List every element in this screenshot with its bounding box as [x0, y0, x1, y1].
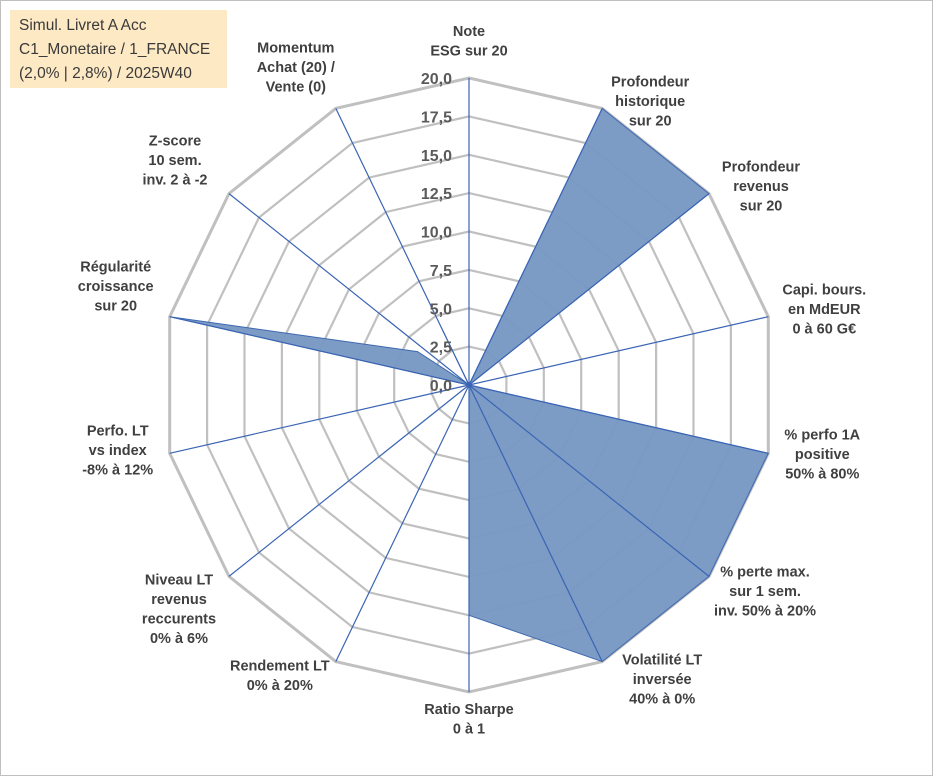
axis-label-11: Régularité croissance sur 20	[78, 260, 154, 315]
axis-label-line: Profondeur	[611, 74, 689, 90]
tick-label-3: 7,5	[430, 263, 452, 280]
axis-label-7: Ratio Sharpe 0 à 1	[424, 702, 513, 738]
axis-label-line: en MdEUR	[788, 302, 861, 318]
axis-label-line: revenus	[733, 179, 789, 195]
axis-label-line: Régularité	[80, 260, 151, 276]
axis-spoke-3	[468, 316, 769, 386]
axis-label-12: Z-score 10 sem. inv. 2 à -2	[142, 134, 207, 189]
axis-label-line: 40% à 0%	[629, 692, 695, 708]
tick-label-5: 12,5	[421, 186, 452, 203]
axis-label-13: Momentum Achat (20) / Vente (0)	[257, 40, 335, 95]
tick-label-4: 10,0	[421, 225, 452, 242]
tick-label-2: 5,0	[430, 301, 452, 318]
axis-spoke-4	[468, 384, 769, 454]
axis-label-line: reccurents	[142, 611, 216, 627]
axis-label-line: Achat (20) /	[257, 60, 335, 76]
axis-label-line: ESG sur 20	[430, 44, 507, 60]
axis-label-line: -8% à 12%	[82, 462, 153, 478]
axis-label-line: Volatilité LT	[622, 653, 702, 669]
axis-label-line: sur 1 sem.	[729, 584, 801, 600]
axis-label-line: historique	[615, 94, 685, 110]
axis-spoke-8	[335, 384, 470, 662]
title-line-3: (2,0% | 2,8%) / 2025W40	[19, 65, 192, 82]
axis-label-line: Note	[453, 24, 485, 40]
chart-title-box: Simul. Livret A Acc C1_Monetaire / 1_FRA…	[10, 10, 227, 88]
axis-label-line: positive	[795, 447, 850, 463]
axis-label-line: % perfo 1A	[784, 427, 860, 443]
tick-label-0: 0,0	[430, 378, 452, 395]
axis-label-9: Niveau LT revenus reccurents 0% à 6%	[142, 572, 216, 647]
axis-label-line: 10 sem.	[148, 153, 201, 169]
axis-label-line: Profondeur	[722, 160, 800, 176]
axis-label-line: Ratio Sharpe	[424, 702, 513, 718]
axis-label-line: 50% à 80%	[785, 466, 859, 482]
axis-spoke-1	[468, 108, 603, 386]
axis-label-line: inv. 50% à 20%	[714, 603, 816, 619]
axis-label-line: Vente (0)	[266, 79, 327, 95]
axis-label-4: % perfo 1A positive 50% à 80%	[784, 427, 860, 482]
tick-label-8: 20,0	[421, 71, 452, 88]
axis-label-8: Rendement LT 0% à 20%	[230, 659, 330, 695]
axis-label-line: Momentum	[257, 40, 334, 56]
axis-label-line: sur 20	[740, 199, 783, 215]
axis-spoke-12	[228, 193, 470, 386]
axis-label-line: 0 à 1	[453, 722, 485, 738]
axis-label-line: 0% à 6%	[150, 631, 208, 647]
axis-label-line: Z-score	[149, 134, 201, 150]
axis-label-line: 0 à 60 G€	[792, 322, 856, 338]
axis-spoke-9	[228, 384, 470, 577]
title-line-1: Simul. Livret A Acc	[19, 17, 147, 34]
tick-label-1: 2,5	[430, 340, 452, 357]
axis-label-line: Niveau LT	[145, 572, 213, 588]
axis-label-1: Profondeur historique sur 20	[611, 74, 689, 129]
axis-label-line: croissance	[78, 279, 154, 295]
axis-label-6: Volatilité LT inversée 40% à 0%	[622, 653, 702, 708]
axis-label-0: Note ESG sur 20	[430, 24, 507, 60]
tick-label-6: 15,0	[421, 148, 452, 165]
axis-spoke-10	[169, 384, 470, 454]
axis-label-line: sur 20	[629, 113, 672, 129]
axis-label-line: inversée	[633, 672, 692, 688]
axis-spoke-6	[468, 384, 603, 662]
axis-label-line: Perfo. LT	[87, 423, 149, 439]
axis-spoke-2	[468, 193, 710, 386]
axis-label-3: Capi. bours. en MdEUR 0 à 60 G€	[782, 283, 866, 338]
axis-spoke-11	[169, 316, 470, 386]
axis-label-line: revenus	[151, 592, 207, 608]
axis-label-2: Profondeur revenus sur 20	[722, 160, 800, 215]
axis-label-line: 0% à 20%	[247, 678, 313, 694]
axis-label-10: Perfo. LT vs index -8% à 12%	[82, 423, 153, 478]
axis-label-5: % perte max. sur 1 sem. inv. 50% à 20%	[714, 564, 816, 619]
axis-label-line: inv. 2 à -2	[142, 173, 207, 189]
axis-label-line: % perte max.	[720, 564, 809, 580]
axis-spoke-5	[468, 384, 710, 577]
axis-spoke-13	[335, 108, 470, 386]
axis-label-line: vs index	[89, 443, 147, 459]
axis-label-line: sur 20	[94, 299, 137, 315]
title-line-2: C1_Monetaire / 1_FRANCE	[19, 41, 211, 58]
axis-label-line: Rendement LT	[230, 659, 330, 675]
tick-label-7: 17,5	[421, 109, 452, 126]
axis-label-line: Capi. bours.	[782, 283, 866, 299]
